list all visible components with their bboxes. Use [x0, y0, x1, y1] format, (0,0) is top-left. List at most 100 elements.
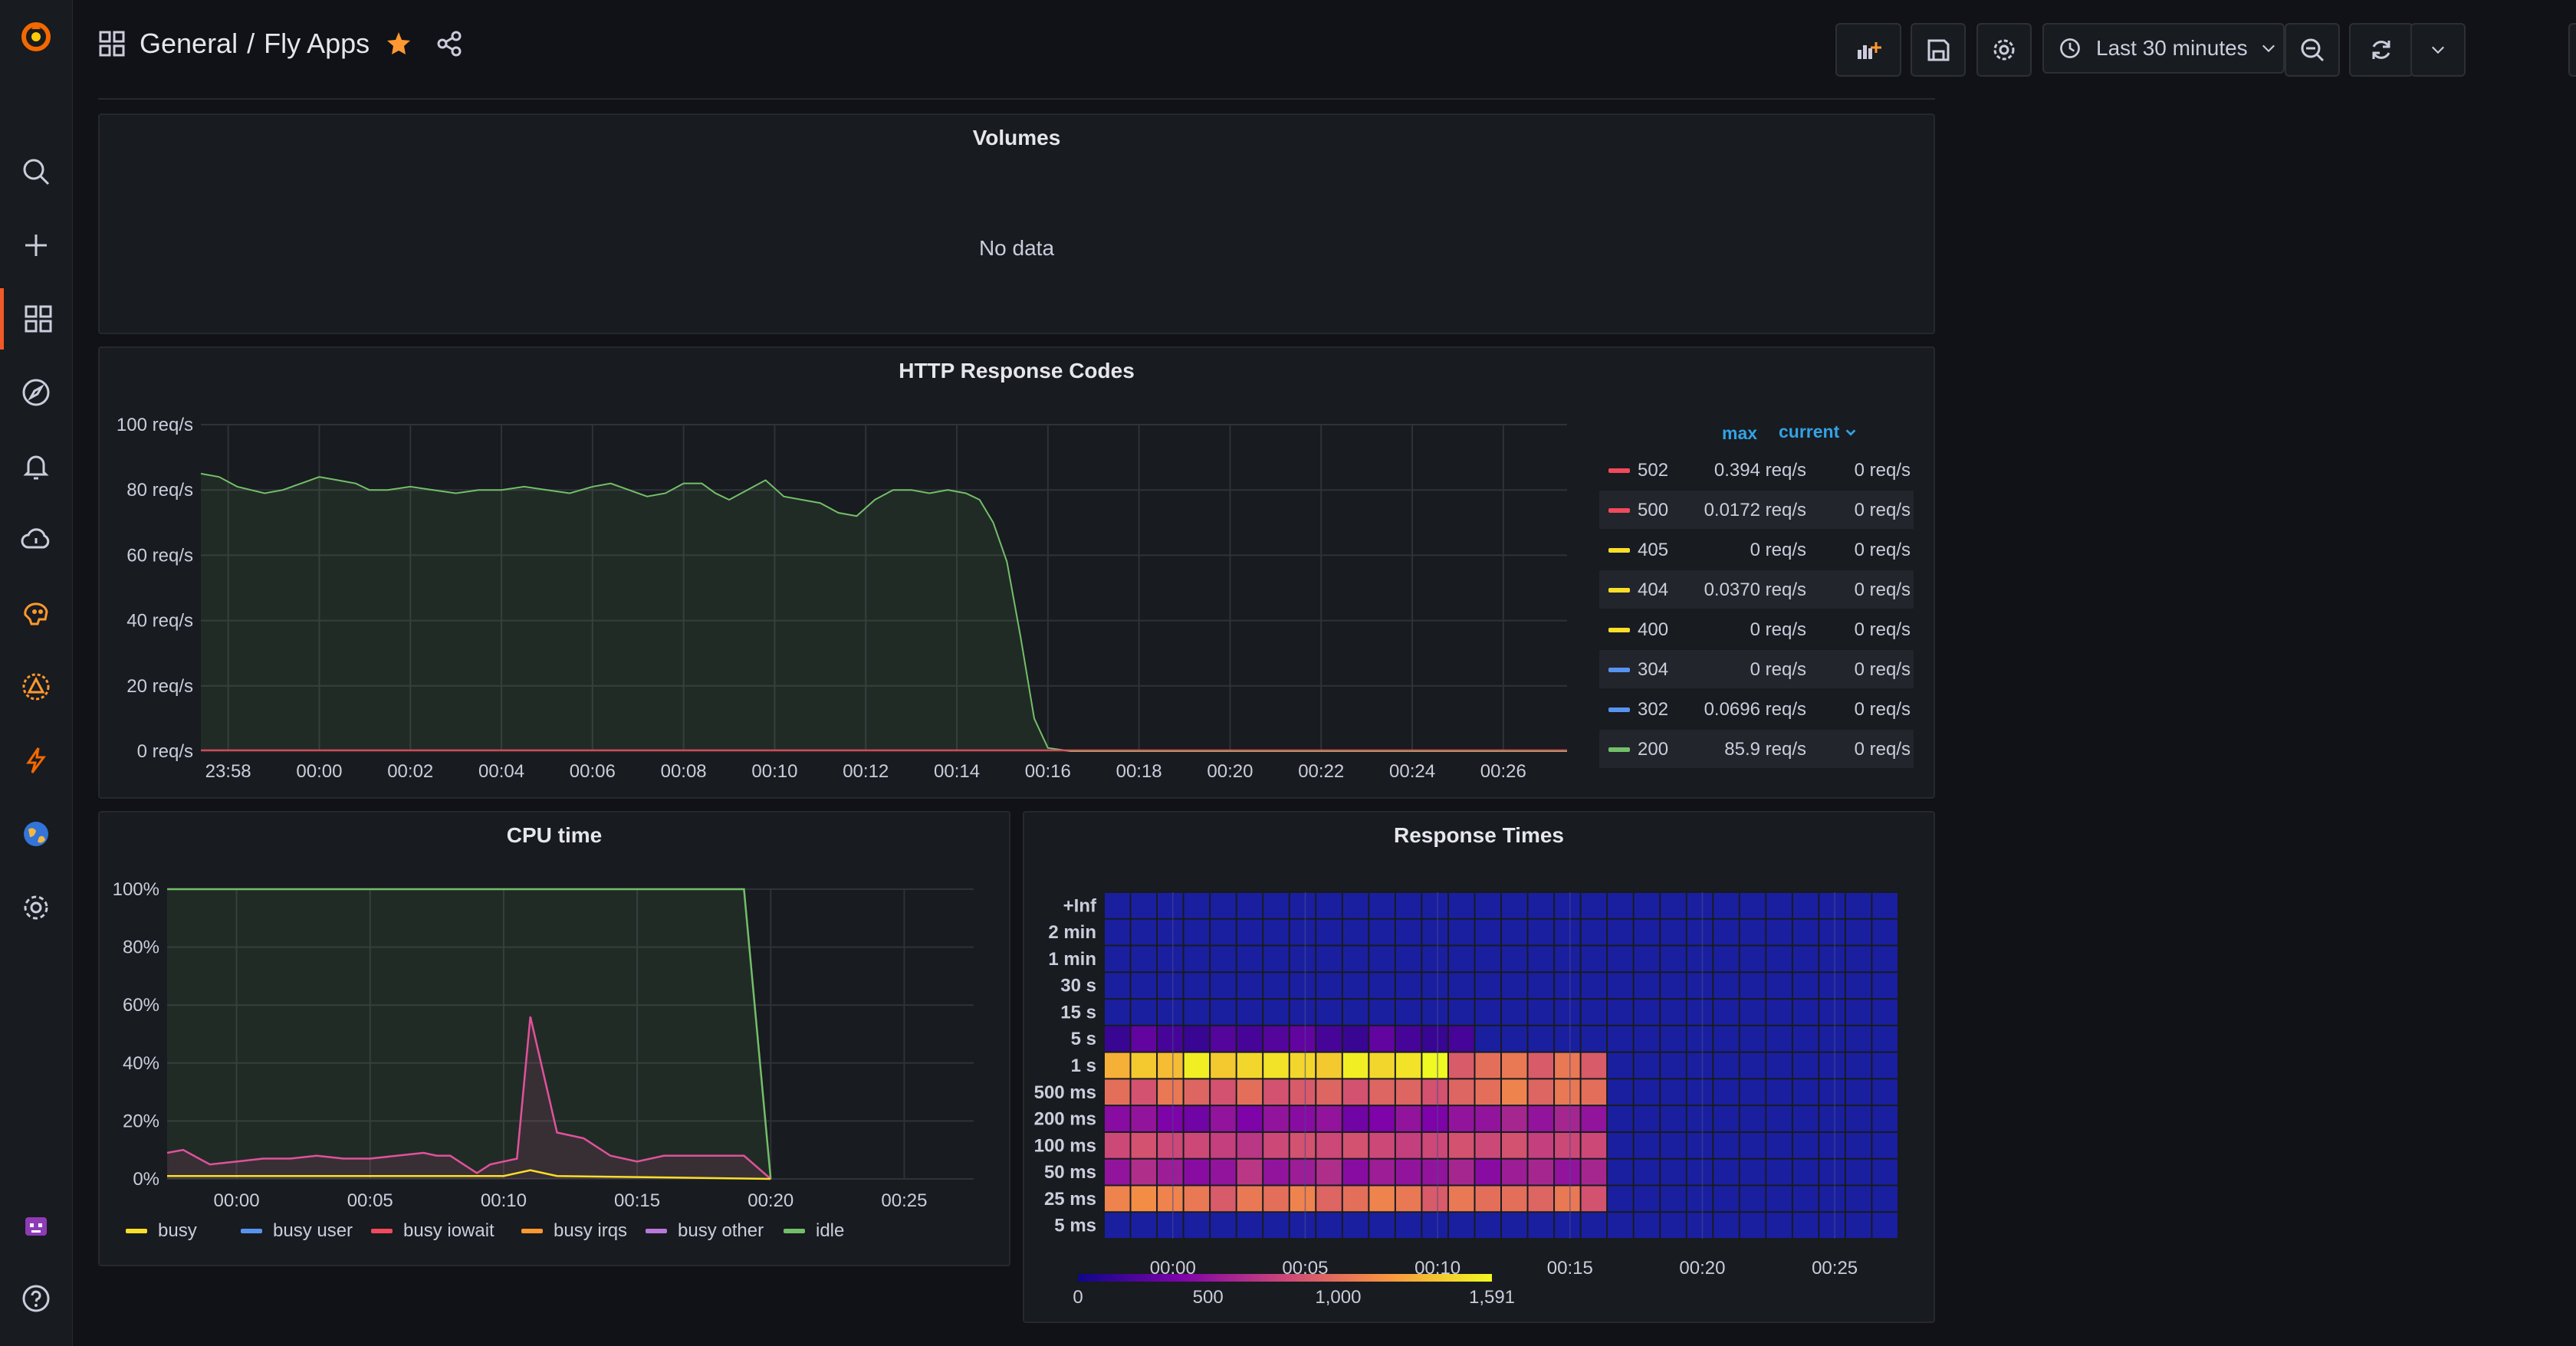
- grafana-logo-icon[interactable]: [0, 6, 72, 67]
- cpu-legend-item-idle[interactable]: idle: [784, 1220, 844, 1242]
- breadcrumb-dashboard[interactable]: Fly Apps: [264, 28, 370, 59]
- legend-current-header[interactable]: current: [1779, 422, 1858, 442]
- heatmap-cell: [1740, 973, 1766, 999]
- heatmap-cell: [1316, 1052, 1342, 1078]
- legend-row-400[interactable]: 400 0 req/s 0 req/s: [1599, 610, 1914, 648]
- breadcrumb-folder[interactable]: General: [140, 28, 238, 59]
- refresh-interval-dropdown[interactable]: [2410, 23, 2466, 77]
- heatmap-cell: [1316, 1000, 1342, 1025]
- heatmap-cell: [1819, 919, 1845, 945]
- save-dashboard-button[interactable]: [1911, 23, 1966, 77]
- explore-icon[interactable]: [0, 362, 72, 423]
- heatmap-cell: [1528, 1052, 1554, 1078]
- gear-icon[interactable]: [0, 877, 72, 938]
- http-legend: max current 502 0.394 req/s 0 req/s 500 0.01…: [1599, 348, 1929, 800]
- heatmap-cell: [1263, 1000, 1289, 1025]
- heatmap-cell: [1819, 1052, 1845, 1078]
- legend-series-name[interactable]: 502: [1638, 460, 1669, 481]
- heatmap-cell: [1131, 973, 1157, 999]
- heatmap-cell: [1158, 1132, 1183, 1158]
- legend-row-502[interactable]: 502 0.394 req/s 0 req/s: [1599, 451, 1914, 489]
- heatmap-cell: [1502, 1186, 1527, 1212]
- heatmap-cell: [1263, 1213, 1289, 1238]
- heatmap-cell: [1316, 1186, 1342, 1212]
- panel-title[interactable]: CPU time: [506, 823, 603, 847]
- heatmap-cell: [1608, 1159, 1633, 1185]
- legend-series-name[interactable]: 405: [1638, 540, 1669, 560]
- brain-icon[interactable]: [0, 583, 72, 644]
- legend-series-name[interactable]: 200: [1638, 739, 1669, 760]
- heatmap-cell: [1422, 1106, 1447, 1131]
- heatmap-cell: [1528, 946, 1554, 972]
- cpu-time-panel[interactable]: CPU time 0% 20% 40% 60% 80% 100% 00:00 00:05 00:…: [98, 811, 1010, 1266]
- heatmap-cell: [1792, 1159, 1819, 1185]
- heatmap-cell: [1395, 973, 1421, 999]
- heatmap-cell: [1184, 1132, 1210, 1158]
- heatmap-cell: [1634, 919, 1660, 945]
- legend-series-name[interactable]: 404: [1638, 579, 1669, 600]
- legend-row-404[interactable]: 404 0.0370 req/s 0 req/s: [1599, 570, 1914, 609]
- lightning-icon[interactable]: [0, 730, 72, 791]
- help-icon[interactable]: [0, 1268, 72, 1329]
- cpu-legend-item-busy-iowait[interactable]: busy iowait: [371, 1220, 495, 1242]
- legend-row-200[interactable]: 200 85.9 req/s 0 req/s: [1599, 730, 1914, 768]
- heatmap-cell: [1687, 1159, 1713, 1185]
- volumes-panel[interactable]: Volumes No data: [98, 113, 1935, 334]
- user-avatar-icon[interactable]: [0, 1196, 72, 1257]
- response-times-panel[interactable]: Response Times 5 ms 25 ms 50 ms 100 ms 200 m…: [1023, 811, 1935, 1323]
- incident-icon[interactable]: [0, 656, 72, 717]
- heatmap-cell: [1819, 1000, 1845, 1025]
- cloud-icon[interactable]: [0, 509, 72, 570]
- heatmap-cell: [1502, 1052, 1527, 1078]
- heatmap-cell: [1105, 1186, 1130, 1212]
- y-bucket-label: 100 ms: [1034, 1135, 1096, 1156]
- heatmap-cell: [1237, 919, 1263, 945]
- panel-title[interactable]: Volumes: [972, 126, 1061, 149]
- cpu-legend-item-busy-irqs[interactable]: busy irqs: [521, 1220, 627, 1242]
- http-response-codes-panel[interactable]: HTTP Response Codes 0 req/s 20 req/s 40 re…: [98, 346, 1935, 799]
- search-icon[interactable]: [0, 141, 72, 202]
- heatmap-cell: [1634, 973, 1660, 999]
- legend-max-header[interactable]: max: [1722, 423, 1758, 443]
- dashboards-icon[interactable]: [0, 288, 72, 350]
- heatmap-cell: [1290, 919, 1316, 945]
- panel-title[interactable]: Response Times: [1393, 823, 1565, 847]
- plus-icon[interactable]: [0, 215, 72, 276]
- heatmap-cell: [1766, 1132, 1792, 1158]
- legend-series-name[interactable]: 400: [1638, 619, 1669, 640]
- legend-series-name[interactable]: 302: [1638, 699, 1669, 720]
- tv-mode-button[interactable]: [2568, 23, 2576, 77]
- legend-current-label: current: [1779, 422, 1840, 442]
- legend-row-304[interactable]: 304 0 req/s 0 req/s: [1599, 650, 1914, 688]
- series-area-idle: [167, 889, 771, 1179]
- add-panel-button[interactable]: [1835, 23, 1901, 77]
- dashboard-settings-button[interactable]: [1976, 23, 2032, 77]
- share-icon[interactable]: [435, 30, 463, 57]
- heatmap-cell: [1845, 1052, 1871, 1078]
- legend-max-value: 0.0172 req/s: [1704, 500, 1806, 520]
- alerting-icon[interactable]: [0, 435, 72, 497]
- heatmap-cell: [1290, 1106, 1316, 1131]
- time-range-picker[interactable]: Last 30 minutes: [2042, 23, 2285, 74]
- globe-icon[interactable]: [0, 803, 72, 865]
- heatmap-cell: [1502, 919, 1527, 945]
- legend-row-302[interactable]: 302 0.0696 req/s 0 req/s: [1599, 690, 1914, 728]
- y-bucket-label: 5 ms: [1054, 1216, 1096, 1236]
- legend-row-405[interactable]: 405 0 req/s 0 req/s: [1599, 530, 1914, 569]
- heatmap-cell: [1158, 1106, 1183, 1131]
- heatmap-cell: [1687, 1026, 1713, 1052]
- cpu-legend-item-busy-user[interactable]: busy user: [241, 1220, 353, 1242]
- cpu-legend-item-busy-other[interactable]: busy other: [646, 1220, 764, 1242]
- legend-series-name[interactable]: 500: [1638, 500, 1669, 520]
- star-icon[interactable]: [385, 30, 412, 57]
- heatmap-cell: [1581, 1026, 1607, 1052]
- panel-title[interactable]: HTTP Response Codes: [899, 359, 1135, 382]
- heatmap-cell: [1528, 1026, 1554, 1052]
- heatmap-cell: [1290, 946, 1316, 972]
- legend-row-500[interactable]: 500 0.0172 req/s 0 req/s: [1599, 491, 1914, 529]
- refresh-button[interactable]: [2349, 23, 2413, 77]
- legend-series-name[interactable]: 304: [1638, 659, 1669, 680]
- zoom-out-button[interactable]: [2285, 23, 2340, 77]
- cpu-legend-item-busy[interactable]: busy: [126, 1220, 197, 1242]
- heatmap-cell: [1634, 1132, 1660, 1158]
